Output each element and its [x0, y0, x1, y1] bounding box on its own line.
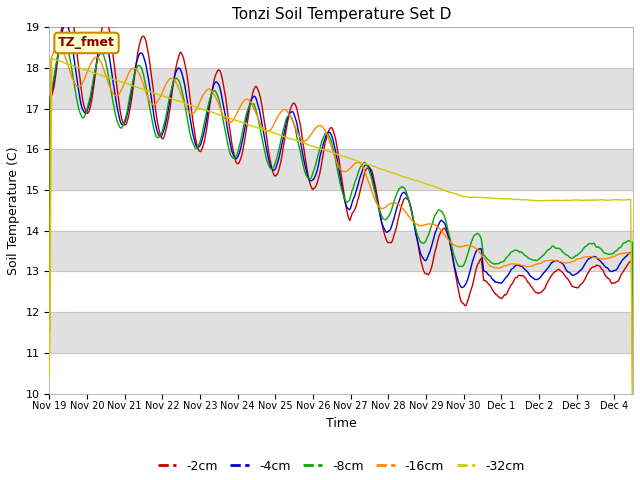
Title: Tonzi Soil Temperature Set D: Tonzi Soil Temperature Set D [232, 7, 451, 22]
Y-axis label: Soil Temperature (C): Soil Temperature (C) [7, 146, 20, 275]
X-axis label: Time: Time [326, 417, 356, 430]
Bar [49, 68, 633, 108]
Bar [49, 149, 633, 190]
Bar [49, 312, 633, 353]
Text: TZ_fmet: TZ_fmet [58, 36, 115, 49]
Bar [49, 231, 633, 272]
Legend: -2cm, -4cm, -8cm, -16cm, -32cm: -2cm, -4cm, -8cm, -16cm, -32cm [152, 455, 530, 478]
